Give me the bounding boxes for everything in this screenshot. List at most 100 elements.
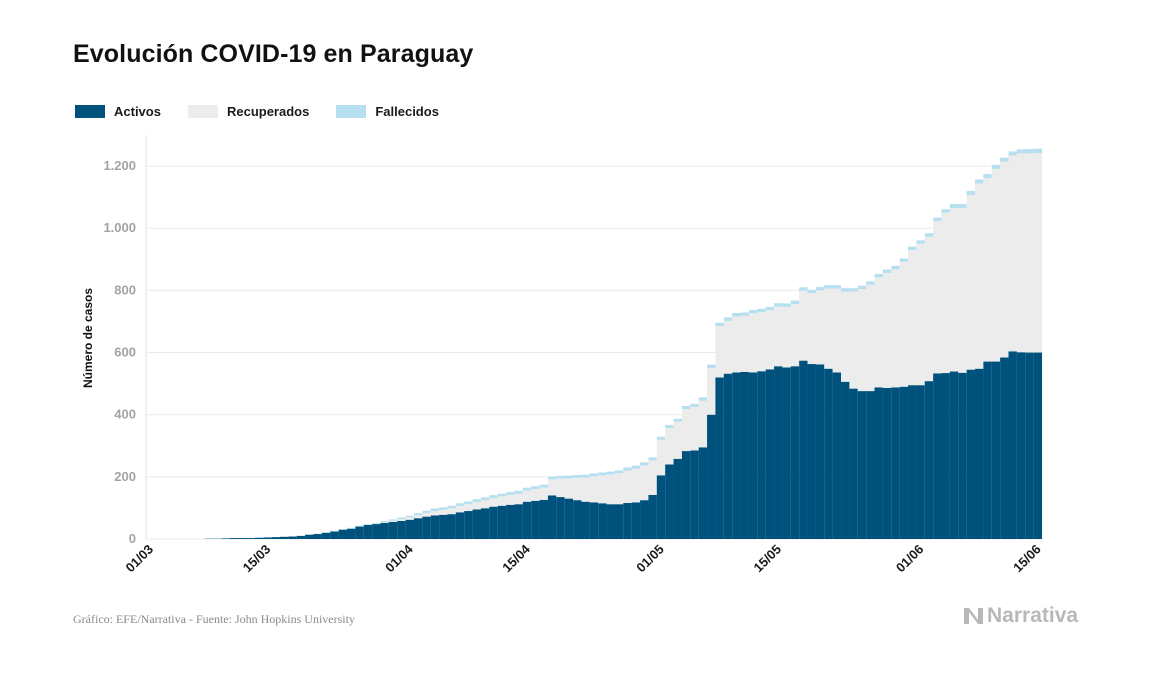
bar-segment-activos — [472, 509, 481, 539]
bar-segment-recuperados — [413, 515, 423, 519]
bar-segment-fallecidos — [707, 364, 716, 369]
bar-segment-fallecidos — [430, 508, 440, 512]
bar-segment-fallecidos — [1000, 157, 1009, 162]
bar-segment-fallecidos — [958, 203, 967, 209]
bar-segment-fallecidos — [506, 492, 515, 495]
bar-stack — [539, 484, 548, 539]
bar-segment-activos — [564, 498, 574, 539]
bar-segment-activos — [975, 368, 984, 539]
x-tick-label: 01/05 — [633, 542, 667, 576]
bar-stack — [229, 538, 239, 539]
bar-segment-recuperados — [807, 293, 816, 365]
bar-segment-recuperados — [740, 315, 749, 372]
bar-segment-fallecidos — [598, 472, 607, 476]
bar-stack — [246, 538, 255, 539]
bar-segment-fallecidos — [464, 501, 473, 505]
bar-stack — [614, 470, 624, 539]
bar-segment-activos — [832, 372, 842, 539]
bar-segment-activos — [690, 450, 699, 539]
bar-segment-recuperados — [774, 306, 783, 367]
bar-segment-recuperados — [849, 291, 858, 389]
bar-segment-fallecidos — [363, 524, 373, 526]
legend-label-activos: Activos — [114, 104, 161, 119]
bar-segment-activos — [991, 361, 1001, 539]
bar-stack — [447, 505, 456, 539]
bar-segment-recuperados — [497, 496, 507, 506]
bar-segment-recuperados — [949, 208, 959, 372]
bar-segment-fallecidos — [547, 476, 557, 480]
bar-stack — [263, 537, 272, 539]
bar-segment-recuperados — [748, 313, 758, 373]
bar-segment-activos — [740, 371, 749, 539]
bar-segment-recuperados — [556, 478, 565, 498]
bar-segment-fallecidos — [1008, 151, 1017, 156]
bar-segment-fallecidos — [1033, 148, 1043, 154]
bar-stack — [313, 533, 322, 539]
y-tick-label: 1.000 — [103, 220, 136, 235]
bar-segment-recuperados — [790, 304, 800, 367]
y-axis-label: Número de casos — [81, 288, 95, 388]
bar-stack — [1008, 151, 1017, 539]
bar-stack — [254, 537, 264, 539]
bar-segment-recuperados — [380, 522, 389, 523]
bar-segment-fallecidos — [799, 287, 808, 291]
bar-segment-activos — [338, 529, 348, 539]
bar-stack — [589, 473, 599, 539]
bar-segment-recuperados — [1016, 153, 1026, 353]
bar-segment-activos — [924, 381, 934, 539]
bar-segment-fallecidos — [857, 285, 867, 290]
bar-segment-recuperados — [455, 506, 465, 513]
bar-segment-fallecidos — [991, 164, 1001, 169]
bar-segment-activos — [966, 369, 976, 539]
bar-segment-recuperados — [715, 326, 724, 378]
bar-stack — [882, 269, 892, 539]
bar-segment-activos — [556, 497, 565, 539]
bar-stack — [497, 493, 507, 539]
bar-segment-recuperados — [782, 306, 791, 368]
bar-segment-activos — [908, 385, 917, 539]
bar-stack — [790, 300, 800, 539]
bar-segment-recuperados — [480, 500, 490, 509]
bar-segment-recuperados — [757, 312, 766, 372]
bar-segment-recuperados — [832, 288, 842, 373]
bar-segment-activos — [614, 504, 624, 539]
bar-stack — [815, 286, 825, 539]
bar-segment-activos — [531, 500, 540, 539]
source-note: Gráfico: EFE/Narrativa - Fuente: John Ho… — [73, 612, 355, 626]
bar-segment-activos — [707, 414, 716, 539]
bar-segment-fallecidos — [757, 308, 766, 313]
bar-stack — [514, 490, 523, 539]
bar-segment-fallecidos — [338, 529, 348, 530]
bar-segment-activos — [271, 537, 281, 539]
bar-segment-activos — [1025, 352, 1034, 539]
bar-segment-fallecidos — [832, 285, 842, 289]
bar-segment-recuperados — [1033, 153, 1043, 353]
legend-swatch-recuperados — [187, 105, 218, 118]
bar-stack — [271, 537, 281, 539]
bar-segment-activos — [673, 458, 682, 539]
bar-segment-fallecidos — [665, 424, 674, 429]
bar-stack — [564, 475, 574, 539]
bar-segment-fallecidos — [866, 281, 875, 285]
bar-stack — [690, 403, 699, 539]
bar-segment-fallecidos — [514, 490, 523, 494]
x-tick-label: 01/04 — [382, 541, 416, 575]
bar-stack — [506, 492, 515, 539]
bar-segment-activos — [413, 518, 423, 539]
bar-segment-activos — [229, 538, 239, 539]
bar-segment-recuperados — [824, 288, 833, 369]
bar-stack — [857, 285, 867, 539]
bar-segment-fallecidos — [824, 285, 833, 289]
bar-segment-activos — [623, 502, 632, 539]
bar-segment-fallecidos — [807, 289, 816, 294]
bar-stack — [715, 322, 724, 539]
legend-item-fallecidos: Fallecidos — [336, 104, 439, 119]
bar-segment-recuperados — [489, 497, 498, 507]
bar-stack — [547, 476, 557, 539]
bar-stack — [413, 513, 423, 539]
bar-segment-activos — [648, 494, 657, 539]
bar-segment-fallecidos — [882, 269, 892, 273]
bar-segment-recuperados — [891, 269, 900, 388]
bar-segment-fallecidos — [975, 179, 984, 184]
bar-stack — [330, 530, 339, 539]
